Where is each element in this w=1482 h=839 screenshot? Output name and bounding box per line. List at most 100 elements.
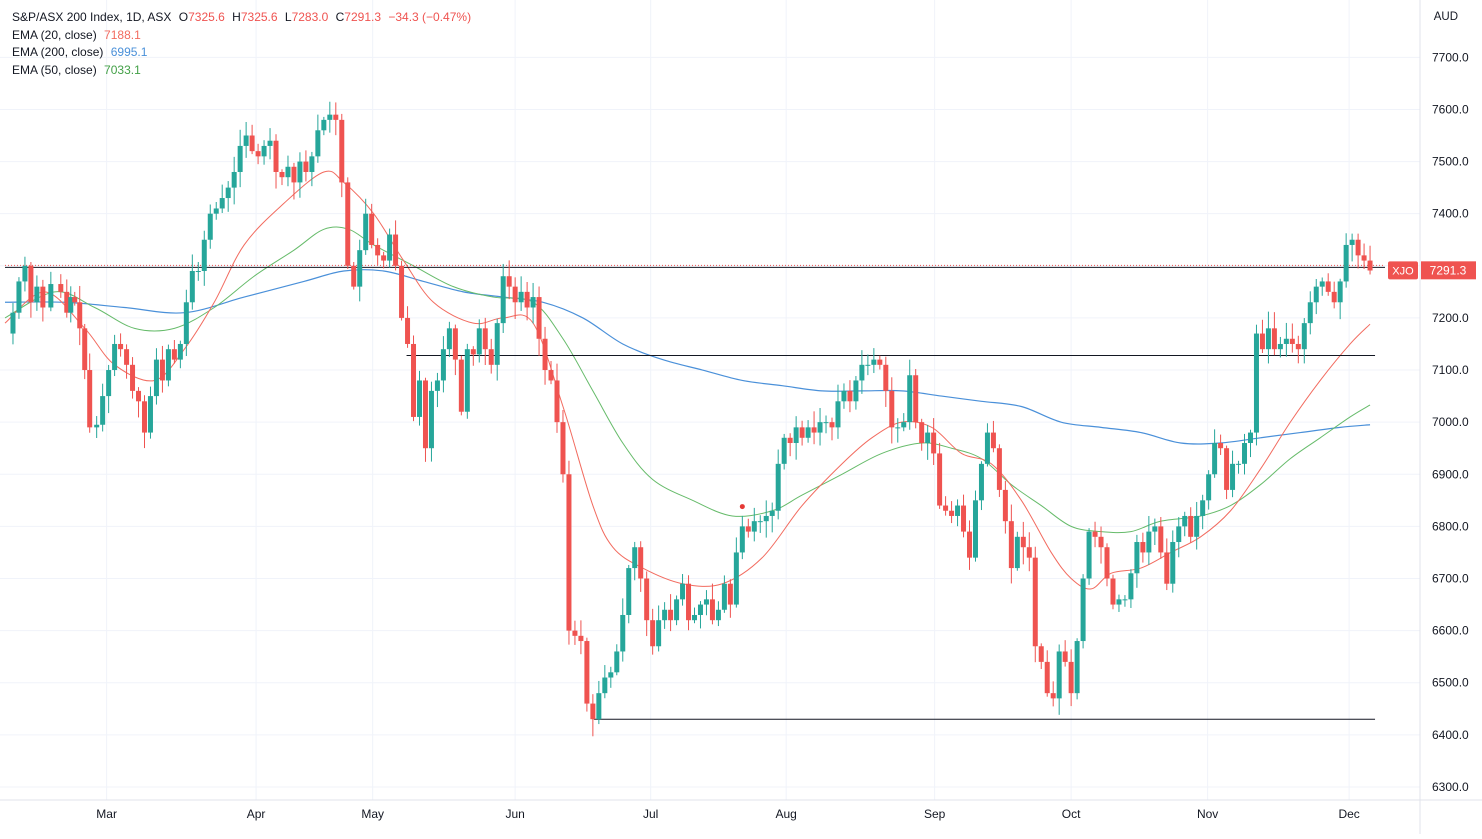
- candle-up[interactable]: [841, 390, 847, 402]
- candle-down[interactable]: [949, 510, 955, 516]
- candle-up[interactable]: [219, 198, 225, 209]
- candle-up[interactable]: [363, 213, 369, 251]
- candle-up[interactable]: [769, 510, 775, 516]
- candle-up[interactable]: [285, 166, 291, 178]
- candle-up[interactable]: [620, 614, 626, 652]
- candle-up[interactable]: [972, 500, 978, 558]
- candle-up[interactable]: [608, 672, 614, 678]
- candle-up[interactable]: [327, 114, 333, 120]
- candle-down[interactable]: [393, 234, 399, 266]
- candle-down[interactable]: [1098, 536, 1104, 548]
- candle-up[interactable]: [781, 437, 787, 464]
- candle-down[interactable]: [136, 390, 142, 402]
- ema50-label[interactable]: EMA (50, close): [12, 62, 97, 77]
- candle-up[interactable]: [1301, 323, 1307, 350]
- candle-down[interactable]: [411, 343, 417, 417]
- candle-down[interactable]: [249, 135, 255, 152]
- candle-down[interactable]: [488, 349, 494, 365]
- candle-up[interactable]: [321, 119, 327, 131]
- candle-up[interactable]: [763, 515, 769, 522]
- candle-up[interactable]: [1230, 463, 1236, 490]
- candle-down[interactable]: [686, 583, 692, 621]
- candle-down[interactable]: [1140, 542, 1146, 553]
- candle-up[interactable]: [680, 583, 686, 600]
- candle-down[interactable]: [141, 401, 147, 433]
- candle-up[interactable]: [1194, 515, 1200, 537]
- candle-down[interactable]: [650, 620, 656, 647]
- candle-down[interactable]: [512, 286, 518, 303]
- candle-up[interactable]: [1134, 542, 1140, 574]
- candle-down[interactable]: [458, 359, 464, 412]
- candle-down[interactable]: [1026, 547, 1032, 558]
- candle-up[interactable]: [183, 302, 189, 344]
- candle-down[interactable]: [255, 151, 261, 157]
- candle-down[interactable]: [171, 349, 177, 360]
- candle-up[interactable]: [1349, 239, 1355, 245]
- candle-down[interactable]: [943, 505, 949, 511]
- candle-up[interactable]: [147, 396, 153, 433]
- candle-up[interactable]: [68, 297, 74, 313]
- candle-up[interactable]: [428, 390, 434, 449]
- candle-up[interactable]: [1247, 432, 1253, 443]
- candle-up[interactable]: [416, 380, 422, 417]
- candle-up[interactable]: [1212, 442, 1218, 475]
- candle-up[interactable]: [231, 171, 237, 188]
- candle-up[interactable]: [865, 364, 871, 366]
- candle-up[interactable]: [213, 208, 219, 214]
- candle-down[interactable]: [1092, 531, 1098, 537]
- candle-up[interactable]: [94, 424, 100, 428]
- candle-up[interactable]: [165, 349, 171, 381]
- candle-up[interactable]: [22, 265, 28, 282]
- candle-down[interactable]: [506, 276, 512, 287]
- candle-down[interactable]: [339, 119, 345, 183]
- candle-up[interactable]: [297, 161, 303, 183]
- candle-down[interactable]: [937, 453, 943, 506]
- candle-up[interactable]: [1343, 244, 1349, 282]
- candle-down[interactable]: [28, 265, 34, 303]
- candle-up[interactable]: [261, 145, 267, 157]
- candle-up[interactable]: [34, 286, 40, 303]
- candle-down[interactable]: [1361, 255, 1367, 261]
- candle-down[interactable]: [1367, 260, 1373, 271]
- candle-up[interactable]: [1152, 526, 1158, 532]
- ticker-tag-label[interactable]: XJO: [1392, 265, 1414, 277]
- candle-up[interactable]: [10, 312, 16, 334]
- candle-down[interactable]: [1271, 328, 1277, 350]
- candle-up[interactable]: [703, 599, 709, 605]
- candle-up[interactable]: [626, 568, 632, 615]
- candle-up[interactable]: [494, 323, 500, 365]
- candle-up[interactable]: [775, 463, 781, 511]
- candle-down[interactable]: [572, 630, 578, 636]
- candle-down[interactable]: [279, 171, 285, 178]
- candle-up[interactable]: [357, 250, 363, 287]
- candle-up[interactable]: [189, 271, 195, 303]
- candle-down[interactable]: [745, 526, 751, 532]
- candle-down[interactable]: [1325, 281, 1331, 292]
- candle-up[interactable]: [153, 359, 159, 397]
- candle-down[interactable]: [931, 432, 937, 454]
- candle-down[interactable]: [877, 359, 883, 365]
- candle-up[interactable]: [1014, 536, 1020, 569]
- candle-down[interactable]: [422, 380, 428, 449]
- legend-ohlc-row[interactable]: S&P/ASX 200 Index, 1D, ASX O7325.6 H7325…: [12, 9, 471, 27]
- candle-down[interactable]: [405, 317, 411, 344]
- candle-up[interactable]: [793, 427, 799, 443]
- candle-up[interactable]: [823, 422, 829, 424]
- candle-down[interactable]: [1188, 515, 1194, 537]
- candle-up[interactable]: [446, 328, 452, 350]
- candle-down[interactable]: [118, 343, 124, 350]
- candle-down[interactable]: [1062, 651, 1068, 662]
- candle-down[interactable]: [375, 244, 381, 256]
- legend-ema50-row[interactable]: EMA (50, close) 7033.1: [12, 62, 471, 80]
- candle-up[interactable]: [225, 187, 231, 199]
- candle-up[interactable]: [1056, 651, 1062, 699]
- event-marker[interactable]: [739, 504, 745, 510]
- candle-up[interactable]: [895, 427, 901, 429]
- candle-up[interactable]: [500, 276, 506, 324]
- candle-down[interactable]: [919, 422, 925, 443]
- candle-up[interactable]: [978, 463, 984, 501]
- candle-up[interactable]: [267, 140, 273, 146]
- candle-down[interactable]: [847, 390, 853, 402]
- candle-up[interactable]: [859, 364, 865, 381]
- candle-up[interactable]: [715, 609, 721, 621]
